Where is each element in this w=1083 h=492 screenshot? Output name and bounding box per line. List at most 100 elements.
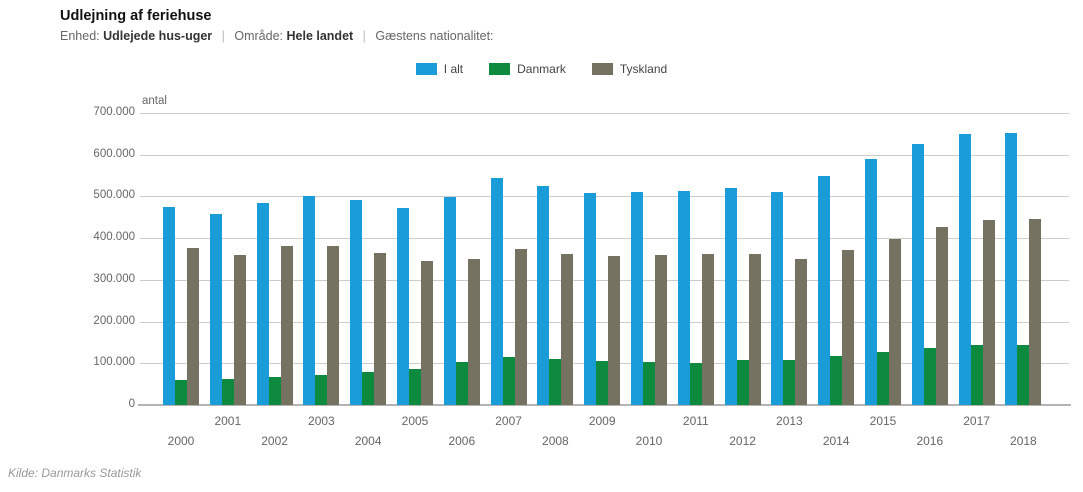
bar-danmark-2005 <box>409 369 421 405</box>
meta-separator: | <box>221 29 225 43</box>
x-axis-label-2014: 2014 <box>822 434 850 448</box>
bar-ialt-2002 <box>256 203 269 405</box>
bar-danmark-2004 <box>362 372 375 405</box>
meta-label-nationalitet: Gæstens nationalitet: <box>375 29 494 43</box>
legend-item-tyskland[interactable]: Tyskland <box>591 62 668 76</box>
y-axis-tick-label: 400.000 <box>93 231 135 244</box>
bar-ialt-2015 <box>865 159 877 405</box>
bar-ialt-2012 <box>724 188 737 405</box>
legend-swatch-tyskland <box>591 63 613 75</box>
x-axis-label-2006: 2006 <box>448 434 476 448</box>
x-axis-label-2018: 2018 <box>1010 434 1037 448</box>
bar-ialt-2009 <box>584 193 597 405</box>
y-axis-tick-label: 600.000 <box>93 147 135 160</box>
y-axis-tick-label: 100.000 <box>93 356 135 369</box>
y-axis-tick-label: 0 <box>128 398 135 410</box>
bar-tyskland-2017 <box>982 220 995 405</box>
bar-tyskland-2011 <box>701 254 714 405</box>
bar-tyskland-2008 <box>561 254 574 405</box>
bar-danmark-2009 <box>596 361 609 405</box>
x-axis-label-2003: 2003 <box>308 414 335 428</box>
bar-danmark-2011 <box>689 363 702 405</box>
bar-ialt-2004 <box>350 200 363 405</box>
bar-danmark-2010 <box>643 362 655 405</box>
legend-item-danmark[interactable]: Danmark <box>489 62 566 76</box>
bar-danmark-2017 <box>970 345 983 405</box>
bar-danmark-2016 <box>923 348 936 405</box>
y-gridline <box>140 113 1069 114</box>
y-gridline <box>140 196 1069 198</box>
x-axis-baseline <box>138 404 1071 406</box>
meta-separator: | <box>362 29 366 43</box>
x-axis-label-2016: 2016 <box>916 434 944 448</box>
bar-danmark-2008 <box>549 359 562 405</box>
y-gridline <box>140 321 1069 323</box>
y-axis-tick-label: 700.000 <box>93 106 135 118</box>
x-axis-label-2007: 2007 <box>495 414 522 428</box>
meta-value-enhed: Udlejede hus-uger <box>103 29 213 43</box>
x-axis-label-2012: 2012 <box>729 434 756 448</box>
chart-legend: I alt Danmark Tyskland <box>0 62 1083 76</box>
x-axis-label-2004: 2004 <box>354 434 382 448</box>
x-axis-label-2011: 2011 <box>682 414 709 428</box>
bar-danmark-2007 <box>502 357 515 405</box>
x-axis-label-2010: 2010 <box>635 434 663 448</box>
x-axis-label-2013: 2013 <box>776 414 803 428</box>
y-gridline <box>140 279 1069 281</box>
bar-tyskland-2000 <box>187 248 199 405</box>
legend-label-tyskland: Tyskland <box>619 62 668 76</box>
y-gridline <box>140 238 1069 240</box>
legend-item-ialt[interactable]: I alt <box>415 62 464 76</box>
bar-ialt-2010 <box>631 192 643 405</box>
bar-danmark-2006 <box>455 362 468 405</box>
bar-tyskland-2003 <box>327 246 340 405</box>
bar-tyskland-2001 <box>233 255 246 405</box>
bar-ialt-2008 <box>537 186 550 405</box>
y-axis-tick-label: 300.000 <box>93 272 135 285</box>
bar-ialt-2013 <box>771 192 784 405</box>
x-axis-label-2002: 2002 <box>261 434 288 448</box>
y-axis-tick-label: 200.000 <box>93 314 135 327</box>
bar-danmark-2002 <box>268 377 281 405</box>
bar-ialt-2005 <box>397 208 409 405</box>
bar-ialt-2003 <box>303 196 316 405</box>
bar-ialt-2017 <box>958 134 971 405</box>
bar-tyskland-2005 <box>421 261 433 405</box>
x-axis-label-2000: 2000 <box>167 434 195 448</box>
bar-danmark-2001 <box>221 379 234 405</box>
bar-tyskland-2004 <box>374 253 387 405</box>
legend-label-ialt: I alt <box>443 62 464 76</box>
y-axis-tick-label: 500.000 <box>93 189 135 202</box>
bar-danmark-2000 <box>175 380 187 405</box>
bar-danmark-2018 <box>1017 345 1030 405</box>
source-note: Kilde: Danmarks Statistik <box>8 466 142 480</box>
bar-tyskland-2006 <box>467 259 480 405</box>
chart-title: Udlejning af feriehuse <box>60 8 212 24</box>
legend-swatch-ialt <box>415 63 437 75</box>
bar-danmark-2015 <box>877 352 889 405</box>
bar-ialt-2018 <box>1005 133 1018 405</box>
x-axis-label-2008: 2008 <box>542 434 569 448</box>
bar-tyskland-2014 <box>842 250 855 405</box>
bar-danmark-2014 <box>830 356 843 405</box>
x-axis-label-2005: 2005 <box>401 414 429 428</box>
bar-tyskland-2016 <box>935 227 948 405</box>
bar-tyskland-2013 <box>795 259 808 405</box>
legend-label-danmark: Danmark <box>517 62 566 76</box>
bar-danmark-2012 <box>736 360 749 405</box>
bar-tyskland-2002 <box>280 246 293 405</box>
bar-ialt-2011 <box>677 191 690 405</box>
bar-tyskland-2009 <box>608 256 621 405</box>
bar-tyskland-2015 <box>889 239 901 405</box>
meta-label-omraade: Område: <box>234 29 284 43</box>
bar-tyskland-2018 <box>1029 219 1042 405</box>
bar-ialt-2006 <box>443 197 456 405</box>
chart-subtitle: Enhed: Udlejede hus-uger | Område: Hele … <box>60 29 494 43</box>
legend-swatch-danmark <box>489 63 511 75</box>
meta-label-enhed: Enhed: <box>60 29 100 43</box>
meta-value-omraade: Hele landet <box>286 29 354 43</box>
x-axis-label-2001: 2001 <box>214 414 242 428</box>
bar-ialt-2016 <box>911 144 924 405</box>
bar-danmark-2003 <box>315 375 328 405</box>
